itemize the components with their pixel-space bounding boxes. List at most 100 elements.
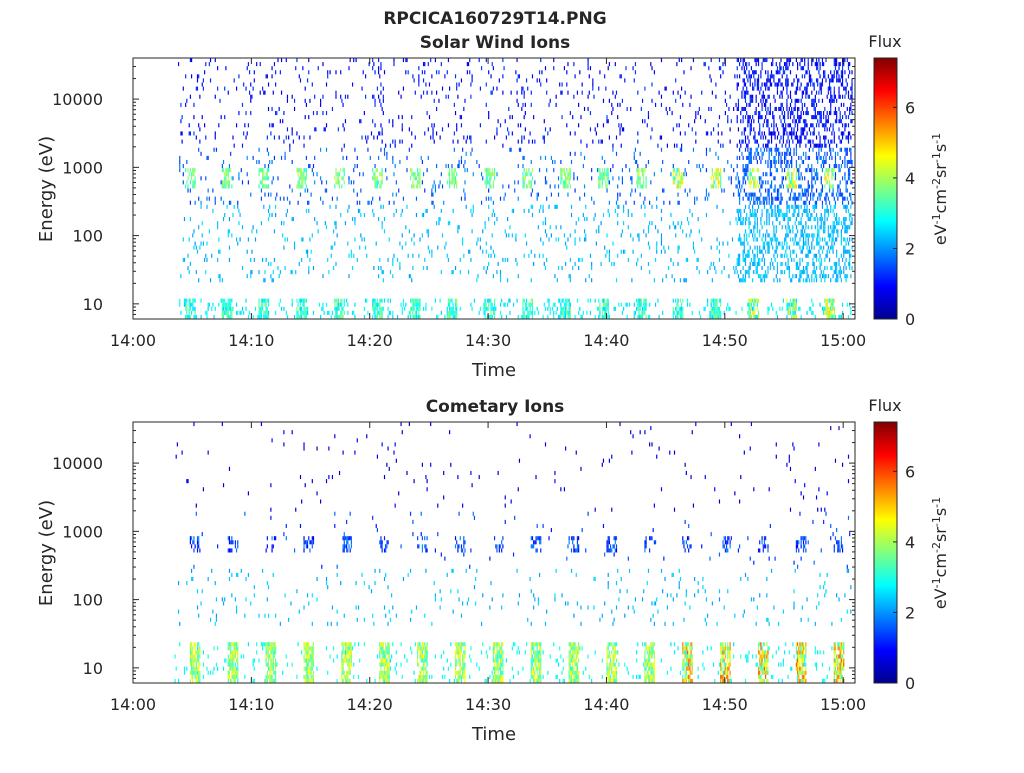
spectrogram-cell xyxy=(753,225,754,229)
spectrogram-cell xyxy=(451,176,452,180)
spectrogram-cell xyxy=(757,78,758,82)
spectrogram-cell xyxy=(215,201,216,205)
spectrogram-cell xyxy=(793,148,794,152)
spectrogram-cell xyxy=(737,172,738,176)
spectrogram-cell xyxy=(810,213,811,217)
spectrogram-cell xyxy=(771,82,772,86)
spectrogram-cell xyxy=(809,278,810,282)
spectrogram-cell xyxy=(750,303,751,307)
spectrogram-cell xyxy=(793,197,794,201)
spectrogram-cell xyxy=(661,95,662,99)
spectrogram-cell xyxy=(428,229,429,233)
spectrogram-cell xyxy=(827,111,828,115)
spectrogram-cell xyxy=(560,180,561,184)
spectrogram-cell xyxy=(288,135,289,139)
spectrogram-cell xyxy=(604,168,605,172)
spectrogram-cell xyxy=(772,74,773,78)
spectrogram-cell xyxy=(747,176,748,180)
spectrogram-cell xyxy=(641,266,642,270)
spectrogram-cell xyxy=(745,168,746,172)
spectrogram-cell xyxy=(369,201,370,205)
spectrogram-cell xyxy=(747,115,748,119)
spectrogram-cell xyxy=(831,140,832,144)
spectrogram-cell xyxy=(773,78,774,82)
spectrogram-cell xyxy=(372,176,373,180)
spectrogram-cell xyxy=(418,299,419,303)
spectrogram-cell xyxy=(705,62,706,66)
spectrogram-cell xyxy=(696,266,697,270)
spectrogram-cell xyxy=(424,189,425,193)
spectrogram-cell xyxy=(326,303,327,307)
spectrogram-cell xyxy=(493,209,494,213)
spectrogram-cell xyxy=(779,62,780,66)
spectrogram-cell xyxy=(266,311,267,315)
spectrogram-cell xyxy=(558,299,559,303)
spectrogram-cell xyxy=(847,197,848,201)
spectrogram-cell xyxy=(775,209,776,213)
spectrogram-cell xyxy=(560,168,561,172)
spectrogram-cell xyxy=(763,180,764,184)
spectrogram-cell xyxy=(803,193,804,197)
spectrogram-cell xyxy=(792,307,793,311)
spectrogram-cell xyxy=(816,205,817,209)
spectrogram-cell xyxy=(578,311,579,315)
spectrogram-cell xyxy=(682,180,683,184)
spectrogram-cell xyxy=(778,148,779,152)
spectrogram-cell xyxy=(322,307,323,311)
spectrogram-cell xyxy=(240,311,241,315)
spectrogram-cell xyxy=(743,278,744,282)
spectrogram-cell xyxy=(804,119,805,123)
spectrogram-cell xyxy=(847,164,848,168)
spectrogram-cell xyxy=(488,189,489,193)
spectrogram-cell xyxy=(372,307,373,311)
spectrogram-cell xyxy=(733,193,734,197)
spectrogram-cell xyxy=(793,299,794,303)
spectrogram-cell xyxy=(758,144,759,148)
spectrogram-cell xyxy=(834,197,835,201)
spectrogram-cell xyxy=(788,303,789,307)
spectrogram-cell xyxy=(546,168,547,172)
spectrogram-cell xyxy=(602,140,603,144)
spectrogram-cell xyxy=(534,140,535,144)
spectrogram-cell xyxy=(266,74,267,78)
spectrogram-cell xyxy=(237,201,238,205)
spectrogram-cell xyxy=(344,168,345,172)
spectrogram-cell xyxy=(833,209,834,213)
spectrogram-cell xyxy=(574,229,575,233)
spectrogram-cell xyxy=(505,258,506,262)
spectrogram-cell xyxy=(737,74,738,78)
spectrogram-cell xyxy=(227,205,228,209)
spectrogram-cell xyxy=(274,258,275,262)
spectrogram-cell xyxy=(682,229,683,233)
spectrogram-cell xyxy=(564,168,565,172)
spectrogram-cell xyxy=(806,311,807,315)
spectrogram-cell xyxy=(743,156,744,160)
spectrogram-cell xyxy=(740,58,741,62)
spectrogram-cell xyxy=(718,180,719,184)
spectrogram-cell xyxy=(797,242,798,246)
spectrogram-cell xyxy=(526,78,527,82)
spectrogram-cell xyxy=(184,667,185,671)
spectrogram-cell xyxy=(406,58,407,62)
spectrogram-cell xyxy=(793,311,794,315)
spectrogram-cell xyxy=(705,197,706,201)
spectrogram-cell xyxy=(828,274,829,278)
spectrogram-cell xyxy=(806,189,807,193)
spectrogram-cell xyxy=(530,303,531,307)
spectrogram-cell xyxy=(494,307,495,311)
spectrogram-cell xyxy=(341,311,342,315)
spectrogram-cell xyxy=(790,237,791,241)
spectrogram-cell xyxy=(200,201,201,205)
spectrogram-cell xyxy=(264,303,265,307)
spectrogram-cell xyxy=(752,82,753,86)
spectrogram-cell xyxy=(229,307,230,311)
spectrogram-cell xyxy=(815,180,816,184)
spectrogram-cell xyxy=(564,66,565,70)
spectrogram-cell xyxy=(522,103,523,107)
spectrogram-cell xyxy=(530,131,531,135)
spectrogram-cell xyxy=(818,144,819,148)
spectrogram-cell xyxy=(392,274,393,278)
spectrogram-cell xyxy=(843,266,844,270)
spectrogram-cell xyxy=(793,209,794,213)
spectrogram-cell xyxy=(570,233,571,237)
